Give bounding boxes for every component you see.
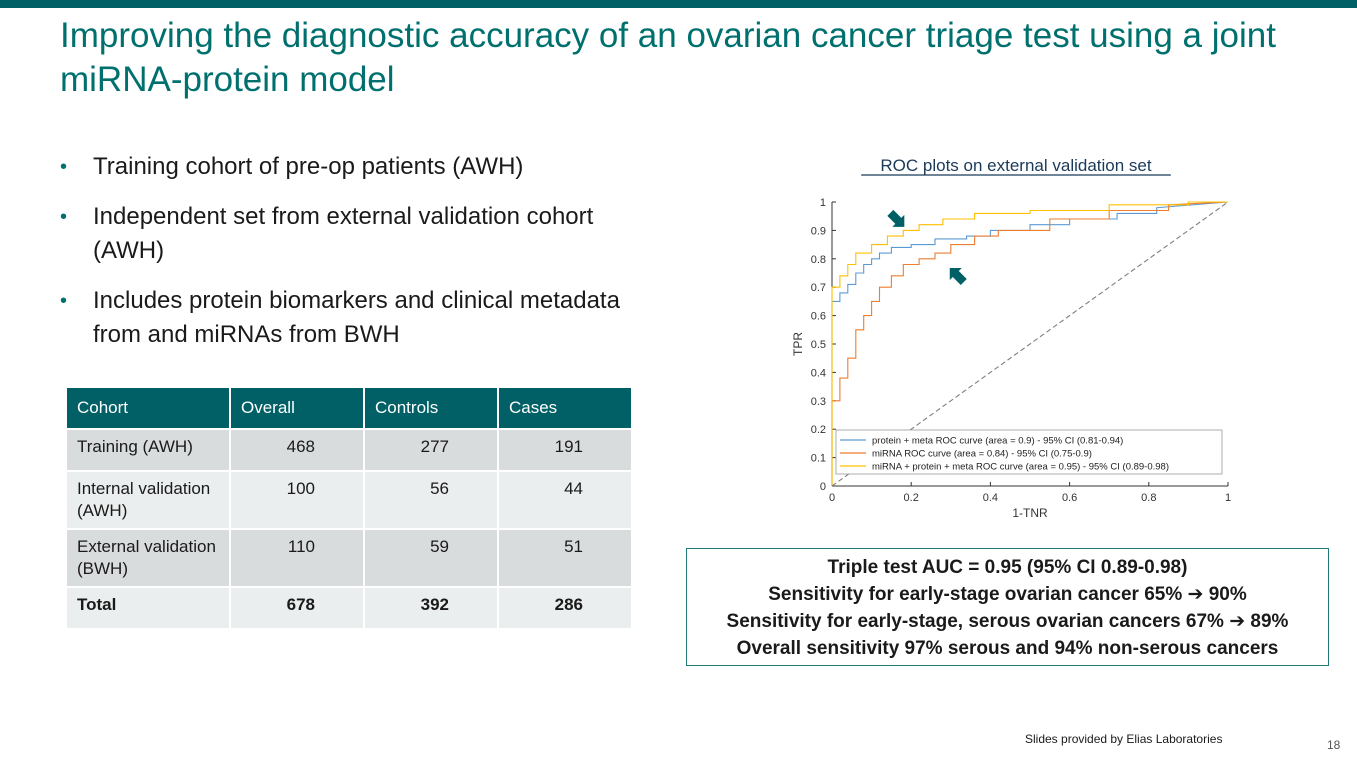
legend-entry: miRNA + protein + meta ROC curve (area =… xyxy=(872,462,1169,473)
x-tick-label: 0.2 xyxy=(904,492,919,504)
bullet-text: Training cohort of pre-op patients (AWH) xyxy=(93,153,524,180)
table-cell: 392 xyxy=(363,586,499,630)
column-header: Cohort xyxy=(65,386,231,430)
summary-box: Triple test AUC = 0.95 (95% CI 0.89-0.98… xyxy=(686,548,1329,666)
y-tick-label: 0.6 xyxy=(811,311,826,323)
x-axis-label: 1-TNR xyxy=(1012,506,1048,520)
x-tick-label: 0 xyxy=(829,492,835,504)
table-cell: 100 xyxy=(229,470,365,530)
table-cell: Total xyxy=(65,586,231,630)
summary-line: Overall sensitivity 97% serous and 94% n… xyxy=(736,638,1279,659)
chart-title: ROC plots on external validation set xyxy=(880,156,1151,175)
table-cell: 191 xyxy=(497,428,633,472)
roc-curve-line xyxy=(831,201,1228,486)
table-cell: 286 xyxy=(497,586,633,630)
table-row: Internal validation (AWH) 100 56 44 xyxy=(65,470,633,530)
bullet-text: Includes protein biomarkers and clinical… xyxy=(93,287,620,348)
summary-line: Triple test AUC = 0.95 (95% CI 0.89-0.98… xyxy=(827,557,1188,578)
legend-entry: miRNA ROC curve (area = 0.84) - 95% CI (… xyxy=(872,449,1092,460)
y-tick-label: 0.2 xyxy=(811,424,826,436)
x-tick-label: 1 xyxy=(1225,492,1231,504)
y-tick-label: 0.3 xyxy=(811,396,826,408)
table-cell: 468 xyxy=(229,428,365,472)
x-tick-label: 0.4 xyxy=(983,492,998,504)
roc-curve-line xyxy=(831,201,1229,486)
bullet-item: • Includes protein biomarkers and clinica… xyxy=(60,284,620,352)
column-header: Cases xyxy=(497,386,633,430)
slide-title: Improving the diagnostic accuracy of an … xyxy=(60,16,1276,99)
cohort-table: Cohort Overall Controls Cases Training (… xyxy=(65,386,633,630)
top-accent-bar xyxy=(0,0,1357,8)
bullet-item: • Training cohort of pre-op patients (AWH… xyxy=(60,150,620,184)
roc-chart: ROC plots on external validation set 0 0.2… xyxy=(791,156,1231,520)
y-tick-label: 0.4 xyxy=(811,367,826,379)
annotation-arrow-icon xyxy=(887,209,905,227)
table-cell: 110 xyxy=(229,528,365,588)
table-cell: 44 xyxy=(497,470,633,530)
bullet-item: • Independent set from external validatio… xyxy=(60,200,620,268)
bullet-icon: • xyxy=(60,290,68,312)
bullet-list: • Training cohort of pre-op patients (AWH… xyxy=(60,150,620,368)
x-tick-label: 0.6 xyxy=(1062,492,1077,504)
table-row: External validation (BWH) 110 59 51 xyxy=(65,528,633,588)
table-total-row: Total 678 392 286 xyxy=(65,586,633,630)
y-axis-label: TPR xyxy=(791,332,805,356)
table-cell: External validation (BWH) xyxy=(65,528,231,588)
footer-credit: Slides provided by Elias Laboratories xyxy=(1025,732,1223,746)
y-tick-label: 0.1 xyxy=(811,453,826,465)
bullet-text: Independent set from external validation… xyxy=(93,203,594,264)
bullet-icon: • xyxy=(60,206,68,228)
table-header-row: Cohort Overall Controls Cases xyxy=(65,386,633,430)
table-cell: Internal validation (AWH) xyxy=(65,470,231,530)
y-tick-label: 0 xyxy=(820,481,826,493)
y-tick-label: 0.9 xyxy=(811,225,826,237)
legend-entry: protein + meta ROC curve (area = 0.9) - … xyxy=(872,436,1123,447)
roc-curve-line xyxy=(831,201,1229,486)
y-tick-label: 0.8 xyxy=(811,254,826,266)
y-tick-label: 0.7 xyxy=(811,282,826,294)
annotation-arrow-icon xyxy=(949,268,967,285)
bullet-icon: • xyxy=(60,156,68,178)
summary-line: Sensitivity for early-stage ovarian canc… xyxy=(768,584,1247,605)
column-header: Controls xyxy=(363,386,499,430)
table-cell: 59 xyxy=(363,528,499,588)
x-tick-label: 0.8 xyxy=(1141,492,1156,504)
summary-line: Sensitivity for early-stage, serous ovar… xyxy=(726,611,1289,632)
table-row: Training (AWH) 468 277 191 xyxy=(65,428,633,472)
y-tick-label: 0.5 xyxy=(811,339,826,351)
table-cell: Training (AWH) xyxy=(65,428,231,472)
chart-legend xyxy=(835,429,1223,475)
y-tick-label: 1 xyxy=(820,197,826,209)
table-cell: 277 xyxy=(363,428,499,472)
table-cell: 678 xyxy=(229,586,365,630)
page-number: 18 xyxy=(1327,738,1341,752)
table-cell: 51 xyxy=(497,528,633,588)
column-header: Overall xyxy=(229,386,365,430)
table-cell: 56 xyxy=(363,470,499,530)
